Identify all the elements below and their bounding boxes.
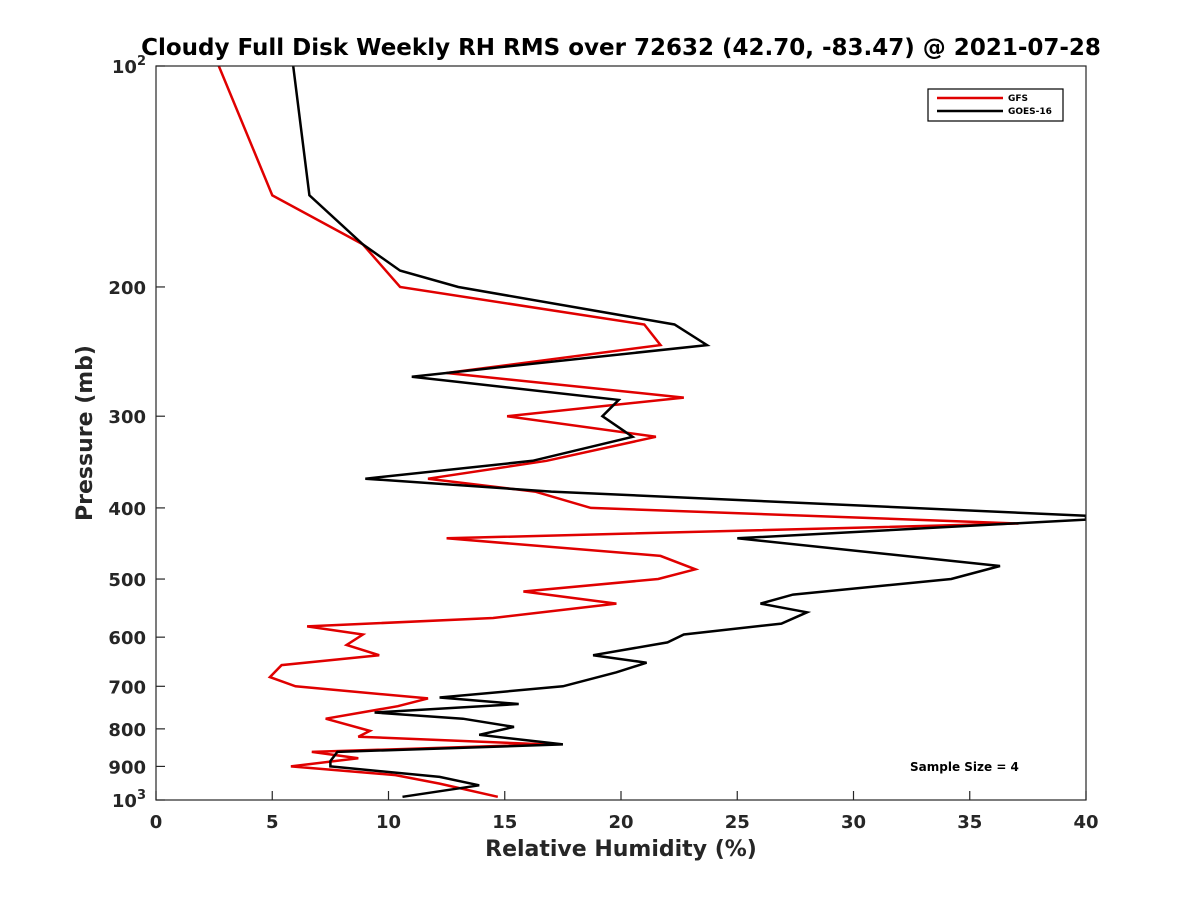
- y-tick-label: 800: [108, 720, 146, 741]
- x-tick-label: 25: [725, 812, 750, 833]
- x-tick-label: 0: [150, 812, 163, 833]
- x-axis-label: Relative Humidity (%): [485, 837, 757, 862]
- y-tick-label: 600: [108, 628, 146, 649]
- y-tick-label: 400: [108, 499, 146, 520]
- x-tick-label: 15: [492, 812, 517, 833]
- sample-size-annotation: Sample Size = 4: [910, 760, 1019, 774]
- y-tick-label: 700: [108, 677, 146, 698]
- x-tick-label: 40: [1073, 812, 1098, 833]
- legend-goes16-label: GOES-16: [1008, 107, 1052, 117]
- legend: GFS GOES-16: [927, 88, 1064, 122]
- series-line-goes-16: [291, 66, 1086, 799]
- legend-box: [927, 88, 1064, 122]
- series-line-gfs: [217, 66, 1019, 799]
- y-tick-label: 102: [112, 54, 146, 78]
- y-tick-label: 200: [108, 278, 146, 299]
- x-tick-label: 35: [957, 812, 982, 833]
- y-axis-label: Pressure (mb): [73, 345, 98, 521]
- y-tick-label: 500: [108, 570, 146, 591]
- y-tick-label: 300: [108, 407, 146, 428]
- x-tick-label: 20: [608, 812, 633, 833]
- series-layer: [217, 66, 1086, 799]
- x-tick-label: 5: [266, 812, 279, 833]
- x-tick-label: 30: [841, 812, 866, 833]
- chart-title: Cloudy Full Disk Weekly RH RMS over 7263…: [141, 35, 1101, 61]
- y-tick-label: 103: [112, 788, 146, 812]
- x-axis-ticks: 0 5 10 15 20 25 30 35 40: [150, 791, 1099, 833]
- y-axis-ticks: 102 200 300 400 500 600 700 800 900 103: [108, 54, 165, 812]
- y-tick-label: 900: [108, 757, 146, 778]
- x-tick-label: 10: [376, 812, 401, 833]
- legend-gfs-label: GFS: [1008, 94, 1028, 104]
